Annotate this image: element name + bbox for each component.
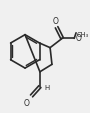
Text: H: H [45, 84, 50, 90]
Text: CH₃: CH₃ [77, 31, 89, 37]
Text: O: O [53, 17, 59, 26]
Text: O: O [24, 98, 30, 107]
Text: O: O [75, 34, 81, 43]
